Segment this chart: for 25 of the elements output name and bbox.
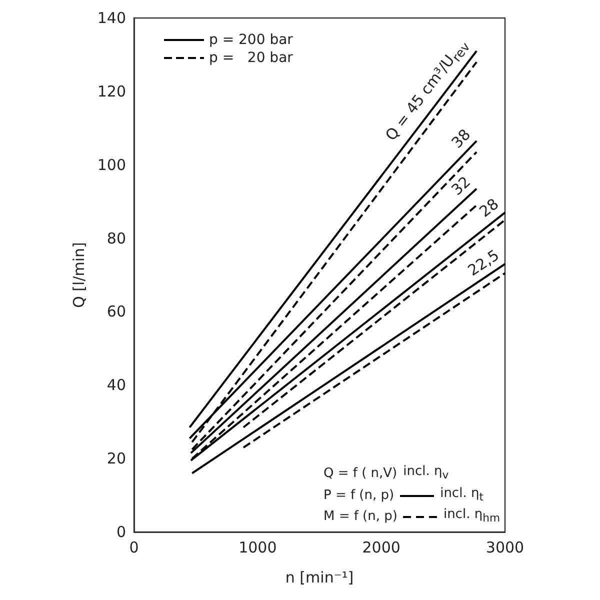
annotation: M = f (n, p) [323,508,398,526]
legend-label: p = 20 bar [209,50,294,66]
x-tick-label: 0 [129,538,139,556]
x-tick-label: 1000 [238,538,277,556]
y-tick-label: 40 [106,376,126,394]
y-tick-label: 140 [97,9,126,27]
x-tick-label: 2000 [362,538,400,556]
annotation: incl. η$_{hm}$ [443,506,500,527]
y-tick-label: 120 [97,82,126,100]
annotation: 28 [476,195,503,222]
annotation: P = f (n, p) [323,486,394,505]
y-tick-label: 60 [106,302,126,321]
annotation: 32 [448,172,474,199]
legend-label: p = 200 bar [209,32,294,48]
annotation: incl. η$_{t}$ [440,484,484,506]
y-tick-label: 100 [97,156,126,174]
x-axis-title: n [min⁻¹] [285,568,354,586]
annotation: incl. η$_{v}$ [403,463,449,484]
y-tick-label: 80 [106,229,126,248]
annotation: 38 [447,126,474,152]
y-axis-title: Q [l/min] [70,242,88,308]
x-tick-label: 3000 [486,538,524,556]
annotation: Q = f ( n,V) [323,465,398,484]
y-tick-label: 0 [116,523,126,541]
y-tick-label: 20 [106,450,126,468]
